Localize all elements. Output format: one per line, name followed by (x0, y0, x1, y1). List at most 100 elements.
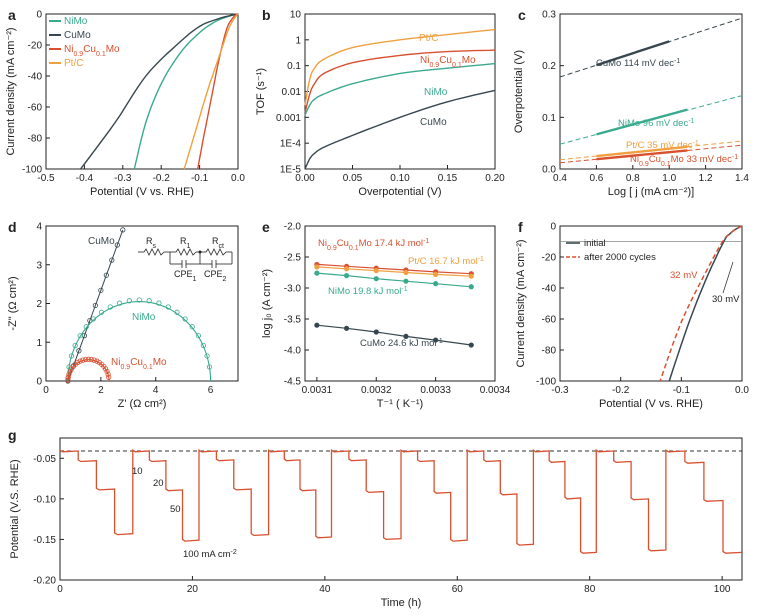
panel-label-d: d (8, 219, 17, 235)
eis-point-nicumo (105, 371, 111, 377)
y-tick-label-a: -100 (22, 165, 42, 176)
series-b-cumo (304, 89, 496, 170)
x-tick-label-a: -0.4 (76, 173, 94, 184)
tafel-label-c: Ni0.9Cu0.1Mo 33 mV dec-1 (630, 154, 738, 168)
circuit-label-cpe1: CPE1 (174, 269, 197, 283)
eis-point-nimo (90, 316, 97, 322)
eis-point-nimo (200, 342, 206, 349)
x-tick-label-b: 0.00 (295, 173, 315, 184)
eis-point-cumo (92, 302, 98, 309)
tafel-fit-c (596, 145, 688, 158)
y-tick-label-d: 2 (36, 299, 42, 310)
eis-point-nicumo (65, 374, 71, 380)
step-label-50: 50 (170, 504, 181, 515)
arrhenius-point-e (373, 329, 379, 335)
y-axis-label-d: -Z" (Ω cm²) (7, 276, 19, 330)
x-tick-label-g: 60 (452, 584, 464, 595)
arrhenius-point-e (433, 281, 439, 287)
y-axis-label-g: Potential (V.S. RHE) (9, 459, 21, 558)
y-tick-label-f: -20 (542, 253, 557, 264)
arrhenius-line-e (316, 263, 472, 275)
plot-frame-a (45, 13, 239, 170)
y-tick-label-a: -40 (28, 72, 43, 83)
y-tick-label-b: 0.1 (287, 61, 301, 72)
annotation-e-nicumo: Ni0.9Cu0.1Mo 17.4 kJ mol-1 (318, 238, 429, 252)
annotation-b-cumo: CuMo (420, 117, 447, 128)
arrhenius-point-e (373, 268, 379, 274)
x-tick-label-d: 4 (153, 385, 159, 396)
y-tick-label-g: -0.20 (33, 576, 56, 587)
panel-label-g: g (8, 427, 17, 443)
legend-label-a: NiMo (64, 16, 88, 27)
y-axis-label-e: log j₀ (A cm⁻²) (261, 269, 273, 338)
eis-point-nicumo (65, 377, 71, 383)
x-tick-label-f: -0.3 (551, 385, 569, 396)
eis-point-nicumo (77, 358, 83, 364)
arrhenius-point-e (403, 278, 409, 284)
x-tick-label-a: 0.0 (231, 173, 245, 184)
y-tick-label-f: -60 (542, 315, 557, 326)
panel-label-b: b (262, 7, 271, 23)
annotation-b-nimo: NiMo (424, 87, 448, 98)
y-tick-label-f: -80 (542, 346, 557, 357)
y-tick-label-e: -3.0 (284, 284, 302, 295)
eis-point-nimo (117, 300, 123, 306)
x-axis-label-d: Z' (Ω cm²) (118, 398, 167, 410)
series-a-nimo (133, 13, 237, 170)
x-tick-label-g: 0 (57, 584, 63, 595)
tafel-fit-c (596, 108, 688, 136)
y-tick-label-d: 0 (36, 377, 42, 388)
x-axis-label-b: Overpotential (V) (358, 186, 441, 198)
legend-label-a: Ni0.9Cu0.1Mo (64, 44, 120, 58)
circuit-label-rs: Rs (146, 236, 157, 250)
arrhenius-line-e (316, 324, 472, 346)
series-b-ni09cu01mo (304, 49, 496, 113)
eis-point-nimo (98, 309, 105, 315)
plot-frame-g (59, 437, 743, 581)
y-tick-label-b: 1E-5 (280, 165, 302, 176)
series-a-ptc (183, 13, 239, 170)
y-tick-label-c: 0.2 (542, 61, 556, 72)
series-f-after-cycles (659, 225, 743, 382)
annotation-b-nicumo: Ni0.9Cu0.1Mo (420, 55, 476, 69)
eis-point-cumo (103, 272, 109, 278)
eis-point-nicumo (102, 366, 109, 372)
annotation-d-cumo: CuMo (88, 236, 115, 247)
annotation-arrow-f (722, 261, 734, 294)
y-axis-label-a: Current density (mA cm⁻²) (5, 27, 17, 155)
circuit-resistor-rs (143, 248, 165, 256)
x-tick-label-e: 0.0033 (420, 385, 451, 396)
panel-label-a: a (8, 7, 16, 23)
y-tick-label-e: -4.5 (284, 377, 302, 388)
series-a-cumo (80, 13, 239, 170)
eis-point-cumo (109, 257, 115, 263)
x-tick-label-f: -0.2 (612, 385, 630, 396)
x-tick-label-a: -0.1 (191, 173, 209, 184)
arrhenius-point-e (314, 322, 320, 328)
tafel-extrapolation-c (559, 95, 743, 145)
annotation-d-nimo: NiMo (132, 312, 156, 323)
eis-fit-cumo (67, 229, 124, 382)
circuit-label-rct: Rct (212, 236, 224, 250)
y-tick-label-d: 1 (36, 338, 42, 349)
y-tick-label-g: -0.05 (33, 454, 56, 465)
annotation-d-nicumo: Ni0.9Cu0.1Mo (111, 357, 167, 371)
eis-point-nicumo (94, 358, 100, 364)
y-tick-label-e: -2.0 (284, 222, 302, 233)
annotation-e-nimo: NiMo 19.8 kJ mol-1 (328, 286, 408, 298)
y-tick-label-d: 4 (36, 222, 42, 233)
annotation-b-ptc: Pt/C (419, 33, 438, 44)
arrhenius-point-e (433, 337, 439, 343)
arrhenius-point-e (373, 276, 379, 282)
x-tick-label-g: 100 (714, 584, 731, 595)
x-tick-label-b: 0.05 (343, 173, 363, 184)
y-axis-label-f: Current density (mA cm⁻²) (515, 239, 527, 367)
plot-frame-e (304, 225, 496, 382)
eis-point-nimo (77, 333, 83, 339)
y-tick-label-a: 0 (36, 10, 42, 21)
y-tick-label-g: -0.15 (33, 535, 56, 546)
circuit-resistor-rct (205, 248, 227, 256)
eis-point-nimo (189, 324, 195, 330)
legend-label-f-after: after 2000 cycles (584, 252, 656, 263)
